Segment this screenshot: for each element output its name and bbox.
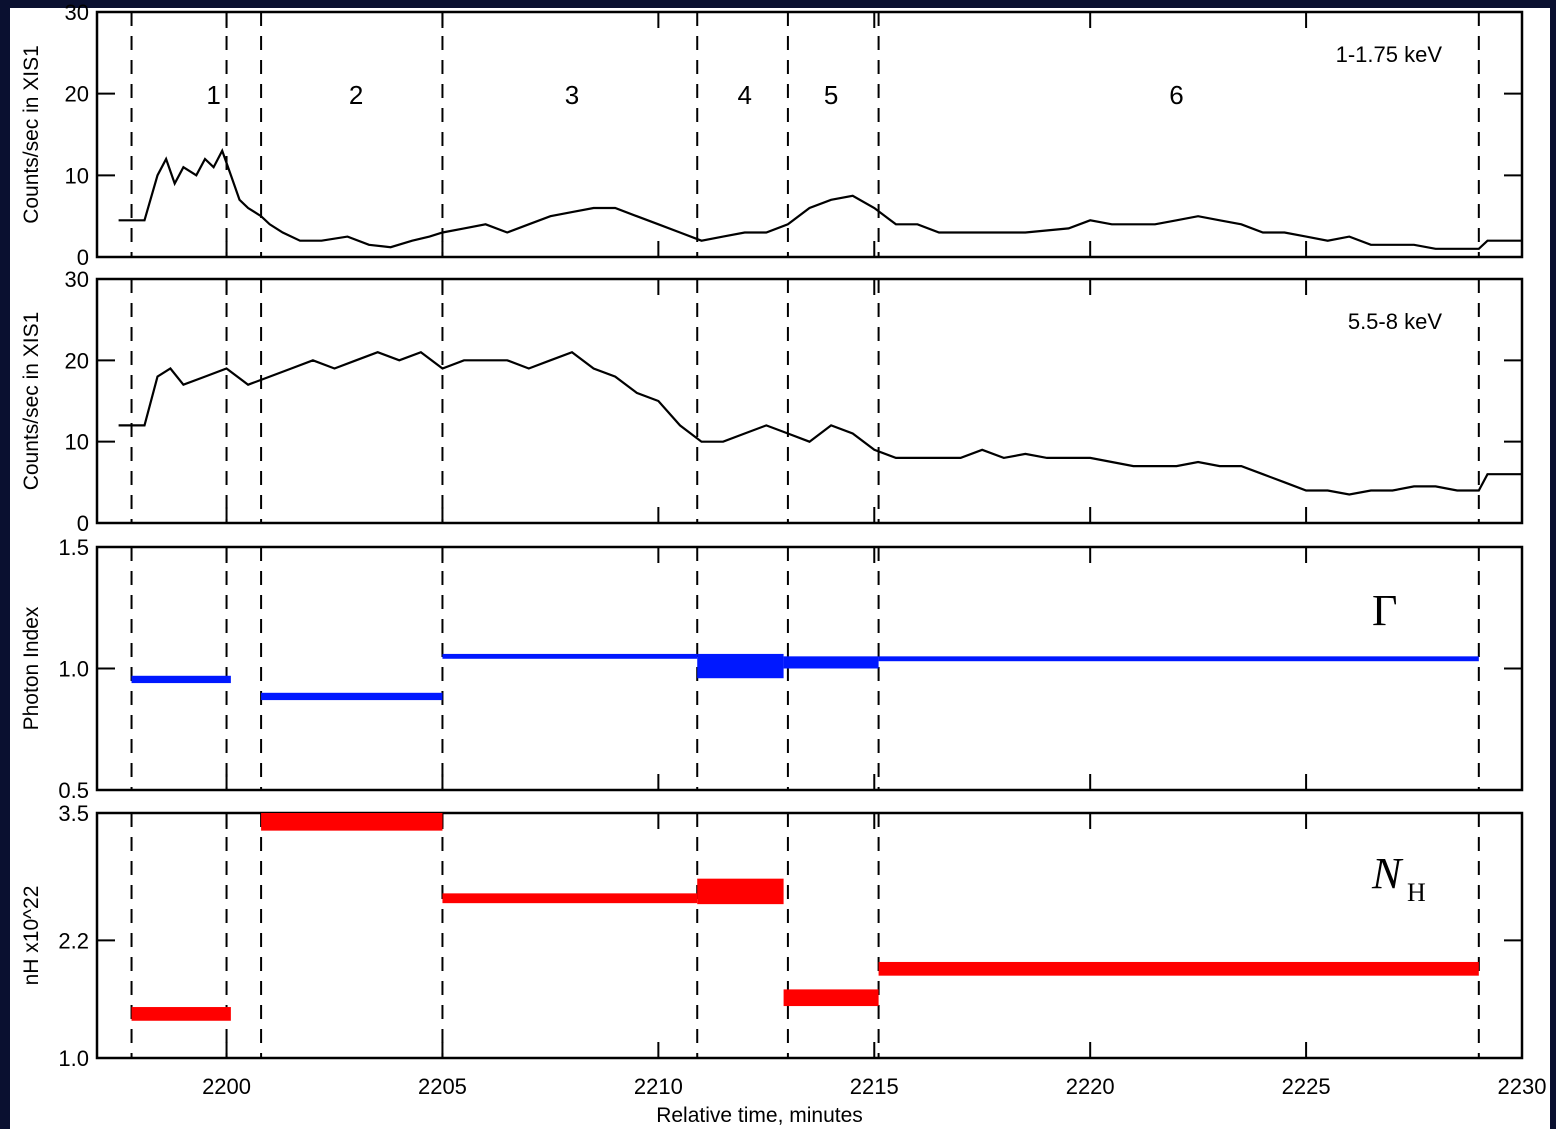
parameter-bar bbox=[878, 961, 1479, 976]
y-axis-label: nH x10^22 bbox=[20, 886, 43, 986]
x-tick-label: 2210 bbox=[634, 1074, 683, 1099]
parameter-bar bbox=[261, 692, 443, 701]
y-tick-label: 1.0 bbox=[58, 1046, 89, 1071]
count-rate-line bbox=[118, 148, 1522, 250]
y-tick-label: 20 bbox=[65, 348, 89, 373]
interval-number-label: 4 bbox=[737, 80, 751, 110]
parameter-bar bbox=[442, 653, 698, 659]
parameter-bar bbox=[783, 989, 879, 1007]
parameter-symbol: N bbox=[1371, 849, 1404, 898]
parameter-symbol-subscript: H bbox=[1407, 878, 1426, 907]
y-tick-label: 0 bbox=[77, 511, 89, 536]
parameter-bar bbox=[131, 1007, 231, 1021]
y-tick-label: 0.5 bbox=[58, 778, 89, 803]
interval-number-label: 5 bbox=[824, 80, 838, 110]
parameter-bar bbox=[442, 893, 698, 904]
y-tick-label: 1.0 bbox=[58, 657, 89, 682]
interval-number-label: 6 bbox=[1169, 80, 1183, 110]
parameter-bar bbox=[697, 653, 784, 679]
y-axis-label: Counts/sec in XIS1 bbox=[20, 312, 43, 491]
y-tick-label: 3.5 bbox=[58, 801, 89, 826]
x-axis-label: Relative time, minutes bbox=[656, 1104, 863, 1127]
y-axis-label: Counts/sec in XIS1 bbox=[20, 45, 43, 224]
interval-number-label: 1 bbox=[206, 80, 220, 110]
parameter-bar bbox=[131, 675, 231, 684]
x-tick-label: 2225 bbox=[1282, 1074, 1331, 1099]
parameter-symbol: Γ bbox=[1372, 586, 1397, 635]
interval-number-label: 2 bbox=[349, 80, 363, 110]
y-tick-label: 20 bbox=[65, 82, 89, 107]
y-tick-label: 0 bbox=[77, 245, 89, 270]
y-tick-label: 10 bbox=[65, 163, 89, 188]
y-tick-label: 10 bbox=[65, 430, 89, 455]
energy-band-label: 1-1.75 keV bbox=[1336, 42, 1443, 67]
y-tick-label: 2.2 bbox=[58, 928, 89, 953]
y-tick-label: 1.5 bbox=[58, 535, 89, 560]
parameter-bar bbox=[261, 813, 443, 831]
parameter-bar bbox=[697, 878, 784, 905]
energy-band-label: 5.5-8 keV bbox=[1348, 309, 1442, 334]
x-tick-label: 2215 bbox=[850, 1074, 899, 1099]
x-tick-label: 2205 bbox=[418, 1074, 467, 1099]
panel-frame bbox=[95, 811, 1524, 1060]
parameter-bar bbox=[878, 656, 1479, 662]
x-tick-label: 2220 bbox=[1066, 1074, 1115, 1099]
parameter-bar bbox=[783, 656, 879, 669]
x-tick-label: 2230 bbox=[1498, 1074, 1547, 1099]
y-tick-label: 30 bbox=[65, 267, 89, 292]
interval-number-label: 3 bbox=[565, 80, 579, 110]
count-rate-line bbox=[118, 350, 1522, 496]
panel-frame bbox=[95, 277, 1524, 525]
y-axis-label: Photon Index bbox=[20, 606, 43, 730]
y-tick-label: 30 bbox=[65, 0, 89, 25]
panel-frame bbox=[95, 10, 1524, 259]
x-tick-label: 2200 bbox=[202, 1074, 251, 1099]
figure-frame bbox=[10, 8, 1550, 1129]
